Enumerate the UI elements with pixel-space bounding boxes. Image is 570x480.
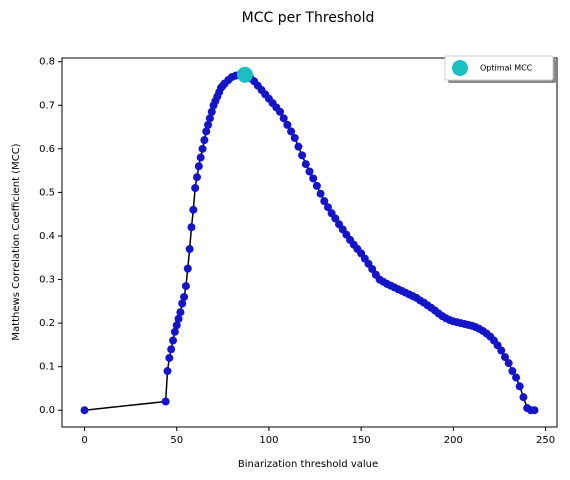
point (191, 184, 200, 193)
point (169, 336, 178, 345)
point (320, 197, 329, 206)
point (181, 282, 190, 291)
x-tick-label: 50 (170, 435, 183, 446)
point (196, 153, 205, 162)
y-tick-label: 0.3 (39, 275, 55, 286)
y-tick-label: 0.1 (39, 362, 55, 373)
y-tick-label: 0.4 (39, 231, 55, 242)
x-tick-label: 150 (352, 435, 371, 446)
point (194, 162, 203, 171)
point (200, 136, 209, 145)
optimal-point (236, 66, 253, 83)
point (512, 373, 521, 382)
point (515, 382, 524, 391)
point (530, 406, 539, 415)
point (508, 367, 517, 376)
legend-marker (452, 60, 468, 76)
y-tick-label: 0.6 (39, 144, 55, 155)
point (301, 160, 310, 169)
point (287, 127, 296, 136)
point (205, 114, 214, 123)
point (198, 144, 207, 153)
point (185, 245, 194, 254)
y-axis-label: Matthews Correlation Coefficient (MCC) (11, 143, 22, 340)
x-tick-label: 0 (81, 435, 87, 446)
chart-title: MCC per Threshold (242, 10, 375, 26)
point (183, 264, 192, 273)
point (207, 107, 216, 116)
x-tick-label: 100 (259, 435, 278, 446)
point (309, 174, 318, 183)
y-tick-label: 0.5 (39, 187, 55, 198)
y-tick-label: 0.0 (39, 405, 55, 416)
point (174, 314, 183, 323)
point (176, 308, 185, 317)
y-tick-label: 0.8 (39, 57, 55, 68)
point (172, 321, 181, 330)
point (178, 299, 187, 308)
point (305, 167, 314, 176)
point (500, 353, 509, 362)
point (167, 345, 176, 354)
point (161, 397, 170, 406)
point (323, 203, 332, 212)
point (312, 181, 321, 190)
point (316, 189, 325, 198)
point (290, 133, 299, 142)
point (80, 406, 89, 415)
x-tick-label: 200 (444, 435, 463, 446)
line (84, 74, 535, 411)
point (294, 142, 303, 151)
point (163, 367, 172, 376)
point (283, 120, 292, 129)
point (331, 214, 340, 223)
point (180, 292, 189, 301)
axes-frame (61, 57, 558, 428)
point (165, 353, 174, 362)
point (275, 107, 284, 116)
point (368, 265, 377, 274)
y-tick-label: 0.7 (39, 100, 55, 111)
point (193, 173, 201, 182)
point (204, 120, 213, 129)
legend-box (444, 55, 554, 81)
point (298, 151, 307, 160)
point (519, 393, 528, 402)
point (504, 359, 513, 368)
x-tick-label: 250 (536, 435, 555, 446)
point (187, 223, 196, 232)
point (497, 346, 506, 355)
legend-label: Optimal MCC (480, 64, 533, 73)
point (189, 205, 198, 214)
legend: Optimal MCC (444, 55, 556, 83)
point (279, 114, 288, 123)
point (202, 127, 211, 136)
x-axis-label: Binarization threshold value (238, 459, 378, 470)
y-tick-label: 0.2 (39, 318, 55, 329)
point (170, 327, 179, 336)
